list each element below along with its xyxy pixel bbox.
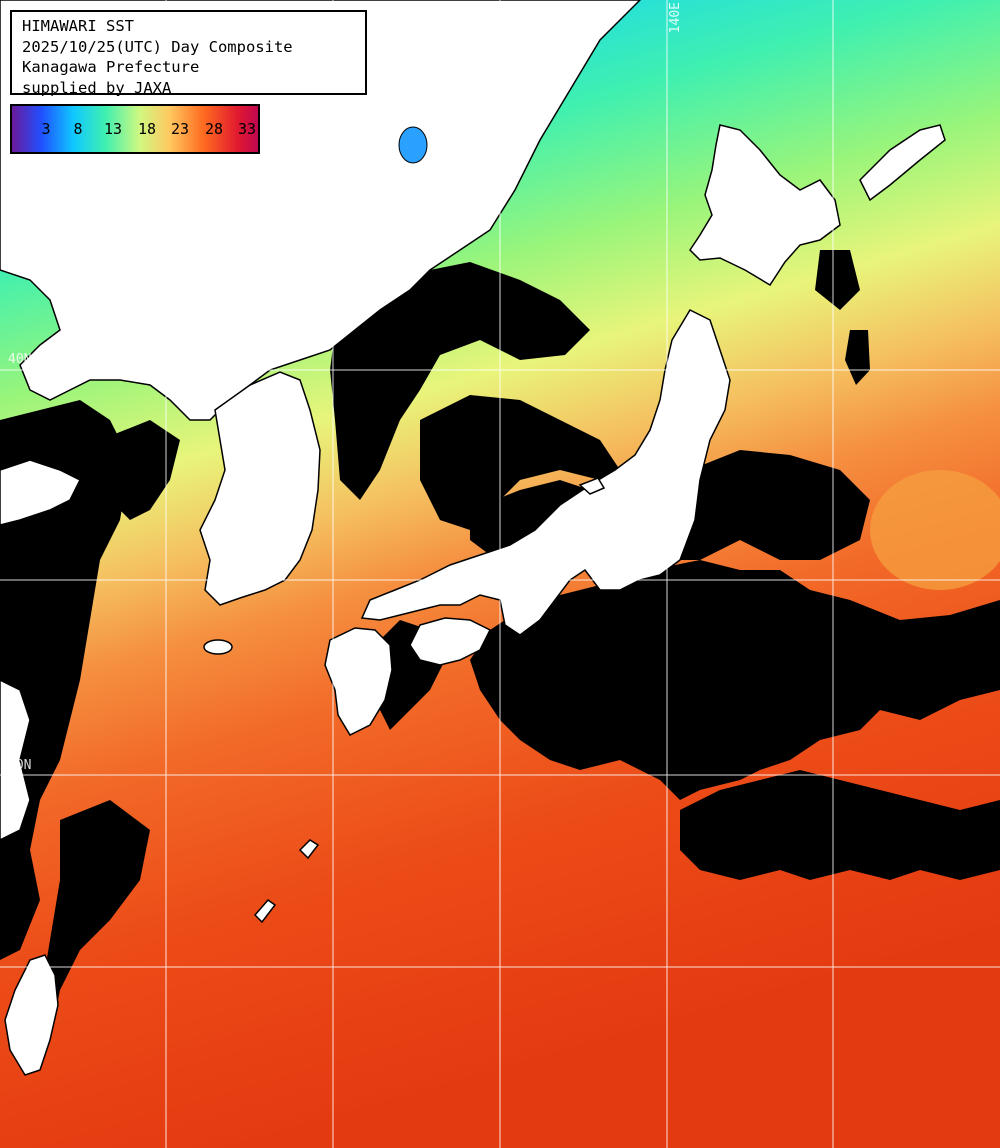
lake-khanka <box>398 126 428 164</box>
legend-tick-23: 23 <box>170 120 190 138</box>
legend-tick-3: 3 <box>41 120 51 138</box>
title-box: HIMAWARI SST 2025/10/25(UTC) Day Composi… <box>10 10 367 97</box>
land-hokkaido <box>689 124 841 287</box>
legend-tick-18: 18 <box>137 120 157 138</box>
title-line-2: 2025/10/25(UTC) Day Composite <box>22 37 293 56</box>
island-ryukyu-1 <box>298 839 320 860</box>
warm-eddy <box>870 470 1000 590</box>
land-china-coast <box>0 679 31 841</box>
land-kurils <box>859 124 946 202</box>
lat-label-40n: 40N <box>8 352 32 367</box>
color-legend-gradient <box>12 106 258 152</box>
legend-tick-33: 33 <box>237 120 257 138</box>
cloud-cover <box>0 250 1000 1060</box>
island-ryukyu-2 <box>253 898 277 924</box>
land-korea <box>199 371 321 606</box>
title-line-3: Kanagawa Prefecture <box>22 58 200 76</box>
color-legend: 3 8 13 18 23 28 33 <box>10 104 260 154</box>
lat-label-30n: 30N <box>8 758 32 773</box>
land-shandong <box>0 459 82 526</box>
legend-tick-13: 13 <box>103 120 123 138</box>
island-sado <box>578 477 606 495</box>
legend-tick-28: 28 <box>204 120 224 138</box>
land-taiwan <box>4 954 59 1076</box>
land-shikoku <box>409 617 492 666</box>
island-jeju <box>203 639 233 655</box>
lon-label-140e: 140E <box>668 2 683 34</box>
title-line-4: supplied by JAXA <box>22 78 172 97</box>
legend-tick-8: 8 <box>73 120 83 138</box>
title-line-1: HIMAWARI SST <box>22 17 134 35</box>
